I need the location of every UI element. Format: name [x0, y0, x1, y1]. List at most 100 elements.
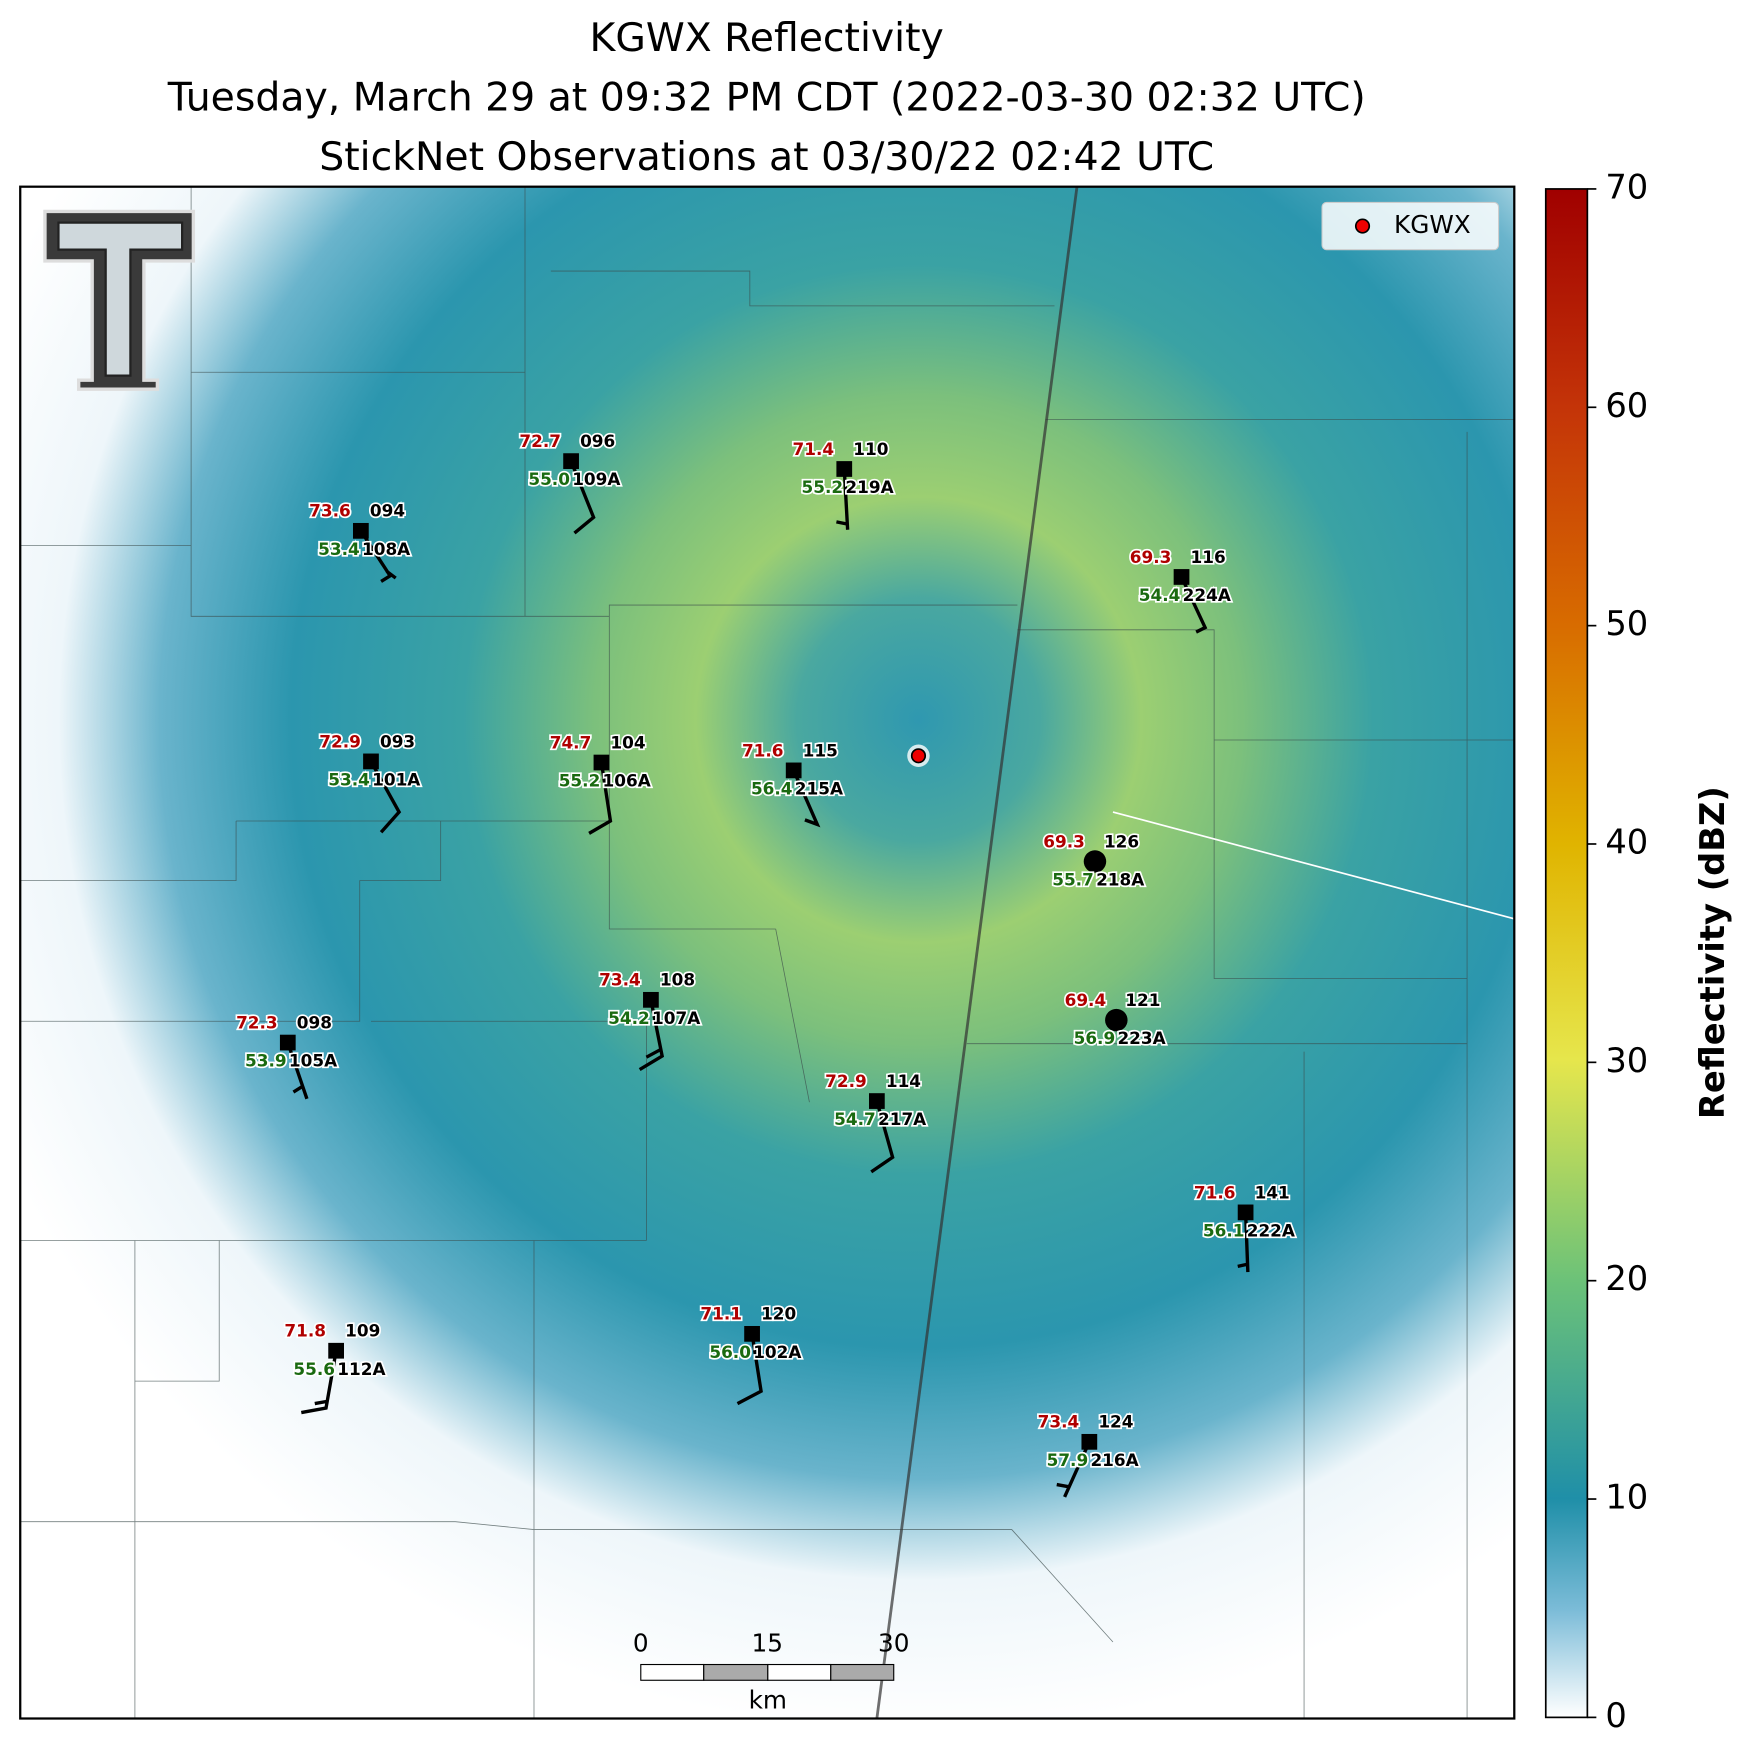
station-marker	[785, 762, 802, 779]
temperature: 69.3	[1130, 547, 1172, 567]
station-id: 101A	[372, 770, 420, 790]
station-number: 121	[1125, 990, 1160, 1010]
station-marker	[744, 1325, 760, 1342]
station-id: 112A	[337, 1359, 385, 1379]
station-marker	[279, 1034, 296, 1051]
colorbar-tick-label: 70	[1605, 167, 1648, 206]
station-id: 222A	[1247, 1221, 1295, 1241]
station-number: 109	[345, 1321, 380, 1341]
station-number: 120	[761, 1304, 796, 1324]
dewpoint: 56.9	[1074, 1028, 1116, 1048]
station-id: 102A	[753, 1342, 801, 1362]
colorbar-label: Reflectivity (dBZ)	[1693, 786, 1732, 1119]
station-marker	[328, 1342, 345, 1359]
temperature: 71.4	[793, 439, 835, 459]
dewpoint: 56.1	[1203, 1221, 1245, 1241]
station-marker	[363, 753, 379, 770]
county-lines	[20, 186, 1515, 1719]
station-id: 218A	[1096, 870, 1144, 890]
colorbar-tick-label: 60	[1605, 386, 1648, 425]
temperature: 72.7	[519, 431, 561, 451]
station-number: 141	[1255, 1182, 1290, 1202]
colorbar	[1544, 188, 1589, 1719]
station-number: 098	[297, 1012, 332, 1032]
dewpoint: 54.4	[1139, 585, 1181, 605]
station-id: 219A	[845, 477, 893, 497]
wind-barb	[569, 460, 596, 535]
dewpoint: 54.2	[608, 1008, 650, 1028]
title-line: KGWX Reflectivity	[590, 15, 944, 61]
station-id: 224A	[1183, 585, 1231, 605]
colorbar-tick-label: 30	[1605, 1041, 1648, 1080]
station-number: 104	[610, 732, 645, 752]
dewpoint: 53.4	[318, 539, 360, 559]
station-number: 124	[1098, 1412, 1133, 1432]
dewpoint: 54.7	[834, 1109, 876, 1129]
temperature: 72.9	[319, 731, 361, 751]
temperature: 71.8	[284, 1321, 326, 1341]
temperature: 71.6	[1194, 1182, 1236, 1202]
radar-site	[910, 748, 927, 764]
station-marker	[1237, 1204, 1254, 1221]
station-number: 116	[1191, 547, 1226, 567]
station-id: 109A	[572, 469, 620, 489]
dewpoint: 55.2	[802, 477, 844, 497]
temperature: 74.7	[550, 732, 592, 752]
station-marker	[352, 522, 369, 539]
colorbar-tick-label: 10	[1605, 1478, 1648, 1517]
wind-barb	[588, 762, 613, 835]
wind-barb	[836, 468, 850, 530]
wind-barb	[870, 1100, 895, 1174]
title-line: Tuesday, March 29 at 09:32 PM CDT (2022-…	[167, 75, 1366, 121]
temperature: 73.4	[599, 970, 641, 990]
station-id: 217A	[878, 1109, 926, 1129]
station-id: 108A	[362, 539, 410, 559]
scale-tick-label: 30	[878, 1628, 909, 1657]
station-number: 094	[370, 501, 405, 521]
station-id: 107A	[652, 1008, 700, 1028]
reflectivity-field	[20, 186, 1515, 1719]
temperature: 71.6	[742, 740, 784, 760]
scale-tick-label: 0	[633, 1628, 649, 1657]
dewpoint: 55.2	[559, 771, 601, 791]
station-number: 110	[853, 439, 888, 459]
wind-barb	[1056, 1441, 1091, 1498]
station-number: 096	[580, 431, 615, 451]
dewpoint: 53.4	[328, 770, 370, 790]
station-id: 105A	[289, 1051, 337, 1071]
legend-label: KGWX	[1394, 210, 1471, 239]
dewpoint: 55.7	[1052, 870, 1094, 890]
station-marker	[1083, 850, 1107, 873]
temperature: 71.1	[700, 1304, 742, 1324]
wind-barb	[300, 1350, 338, 1415]
temperature: 73.6	[309, 501, 351, 521]
station-marker	[1105, 1008, 1128, 1032]
wind-barb	[1237, 1212, 1250, 1273]
dewpoint: 53.9	[245, 1051, 287, 1071]
dewpoint: 57.9	[1047, 1450, 1089, 1470]
station-marker	[563, 453, 579, 469]
scale-unit: km	[749, 1686, 787, 1715]
station-marker	[643, 991, 659, 1008]
station-marker	[869, 1093, 885, 1109]
radial-artifact	[1112, 811, 1515, 920]
station-number: 093	[380, 731, 415, 751]
colorbar-tick-label: 40	[1605, 822, 1648, 861]
wind-barb	[369, 760, 402, 834]
colorbar-tick-label: 50	[1605, 604, 1648, 643]
station-number: 126	[1104, 831, 1139, 851]
wind-barb	[792, 769, 821, 828]
station-marker	[1081, 1433, 1098, 1450]
station-marker	[593, 754, 610, 771]
logo	[43, 209, 196, 391]
dewpoint: 56.4	[751, 779, 793, 799]
temperature: 73.4	[1038, 1412, 1080, 1432]
temperature: 72.9	[825, 1071, 867, 1091]
temperature: 69.3	[1043, 831, 1085, 851]
scale-tick-label: 15	[752, 1628, 783, 1657]
wind-barb	[286, 1042, 309, 1100]
wind-barb	[638, 999, 665, 1072]
